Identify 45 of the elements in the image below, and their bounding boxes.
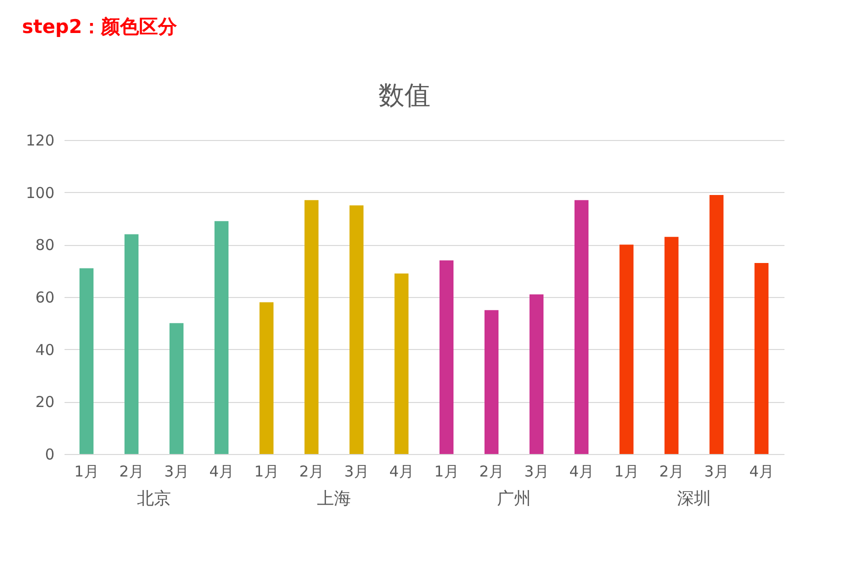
x-tick-label: 4月 — [749, 462, 774, 480]
x-tick-label: 1月 — [254, 462, 279, 480]
y-tick-label: 0 — [44, 446, 54, 464]
x-tick-label: 3月 — [524, 462, 549, 480]
x-tick-label: 3月 — [704, 462, 729, 480]
bar — [664, 236, 678, 454]
x-tick-label: 4月 — [389, 462, 414, 480]
bar — [260, 302, 274, 454]
y-tick-label: 120 — [26, 132, 54, 150]
chart-title: 数值 — [378, 81, 431, 111]
bar — [710, 194, 724, 454]
x-tick-label: 3月 — [344, 462, 369, 480]
bar — [574, 200, 588, 454]
x-tick-label: 2月 — [659, 462, 684, 480]
bar — [484, 310, 498, 454]
bar — [620, 244, 634, 454]
x-tick-label: 2月 — [479, 462, 504, 480]
bar — [350, 205, 364, 454]
x-tick-label: 1月 — [614, 462, 639, 480]
bar — [124, 234, 138, 454]
bar — [304, 200, 318, 454]
x-tick-label: 4月 — [209, 462, 234, 480]
y-tick-label: 20 — [35, 393, 54, 412]
x-tick-label: 2月 — [299, 462, 324, 480]
x-tick-label: 3月 — [164, 462, 189, 480]
text: 上海 — [317, 489, 351, 509]
x-tick-label: 4月 — [569, 462, 594, 480]
bar — [80, 268, 94, 454]
bar — [170, 323, 184, 454]
text: 深圳 — [677, 489, 711, 509]
text: 广州 — [497, 489, 531, 509]
bar — [214, 221, 228, 454]
bar — [440, 260, 454, 454]
y-tick-label: 80 — [35, 236, 54, 254]
x-tick-label: 1月 — [434, 462, 459, 480]
y-tick-label: 40 — [35, 340, 54, 359]
y-tick-label: 100 — [26, 184, 54, 202]
bar — [530, 294, 544, 454]
text: 北京 — [137, 489, 171, 509]
x-tick-label: 1月 — [74, 462, 99, 480]
x-tick-label: 2月 — [119, 462, 144, 480]
y-tick-label: 60 — [35, 288, 54, 306]
text: step2：颜色区分 — [22, 15, 178, 40]
bar — [394, 273, 408, 454]
bar — [754, 262, 768, 454]
